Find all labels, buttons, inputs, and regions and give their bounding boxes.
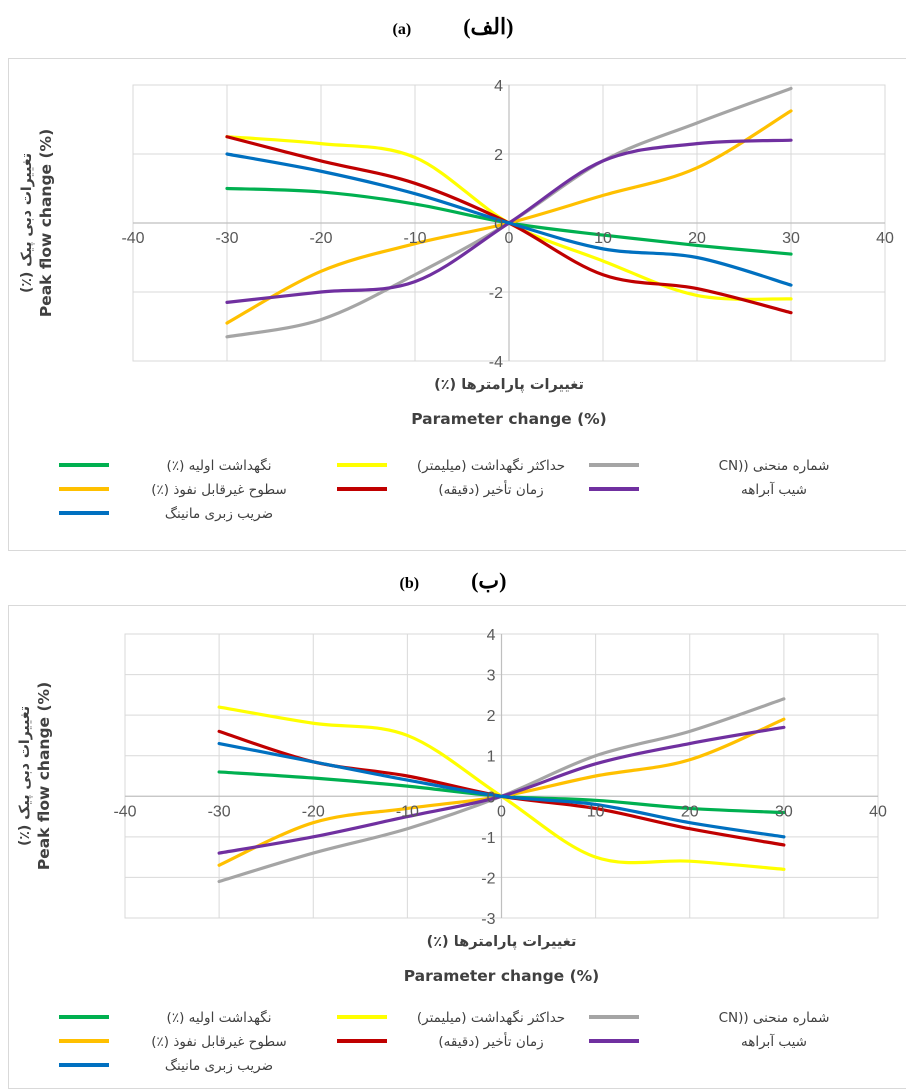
chart-b-x-tick-label: 30 [775,803,793,820]
chart-a-x-tick-label: 40 [876,230,894,247]
chart-b-series-line-6 [217,741,786,839]
panel-a-label-fa: (الف) [463,14,514,39]
chart-a-y-tick-label: 4 [494,78,503,95]
chart-a-x-tick-label: -40 [121,230,144,247]
chart-b-y-tick-label: -2 [481,870,495,887]
chart-b-legend-label-6: ضریب زبری مانینگ [165,1058,273,1074]
chart-b-x-tick-label: 10 [587,803,605,820]
chart-b-legend-label-1: حداکثر نگهداشت (میلیمتر) [417,1009,565,1026]
chart-b-x-tick-label: -40 [113,803,136,820]
chart-a-legend-label-3: سطوح غیرقابل نفوذ (٪) [151,482,286,498]
chart-b-x-tick-label: -30 [208,803,231,820]
chart-b-legend-label-2: شماره منحنی ((CN [719,1010,830,1026]
chart-a-series-line-6 [225,152,793,287]
chart-b-y-tick-label: 2 [487,708,496,725]
chart-a-y-tick-label: 0 [494,216,503,233]
chart-b-y-axis-title-en: Peak flow change (%) [35,682,53,870]
chart-a-legend-label-1: حداکثر نگهداشت (میلیمتر) [417,457,565,474]
chart-a-container: -40 -30 -20 -10 0 10 20 30 40 -4 -2 0 2 4 تغییرات پارا… [8,58,906,551]
chart-a-x-tick-label: 30 [782,230,800,247]
chart-b-y-tick-label: 0 [487,789,496,806]
chart-b-y-tick-label: -3 [481,911,495,928]
chart-b-y-axis-title-fa: تغییرات دبی پیک (٪) [17,706,33,846]
chart-a-x-tick-label: -10 [403,230,426,247]
chart-a-x-axis-title-en: Parameter change (%) [411,410,607,428]
chart-a-x-tick-label: 0 [505,230,514,247]
chart-b-legend-label-0: نگهداشت اولیه (٪) [167,1009,272,1026]
chart-a-y-axis-title-fa: تغییرات دبی پیک (٪) [19,153,35,293]
chart-a-x-tick-label: -20 [309,230,332,247]
panel-a-label-en: (a) [392,21,412,38]
chart-a-x-tick-label: -30 [215,230,238,247]
chart-a-y-axis-title-en: Peak flow change (%) [37,129,55,317]
chart-b-x-tick-label: -10 [396,803,419,820]
chart-b-legend-label-4: زمان تأخیر (دقیقه) [438,1032,543,1050]
chart-a-legend-label-6: ضریب زبری مانینگ [165,506,273,522]
panel-b-label-en: (b) [399,575,420,592]
chart-a-legend-label-5: شیب آبراهه [741,481,807,498]
chart-b-x-tick-label: 40 [869,803,887,820]
chart-a-legend-label-2: شماره منحنی ((CN [719,458,830,474]
chart-b-container: -40 -30 -20 -10 0 10 20 30 40 -3 -2 -1 0 1 2 3 4 تغییرات … [8,605,906,1089]
chart-a-y-tick-label: -4 [489,354,503,371]
chart-b-y-tick-label: -1 [481,830,495,847]
chart-b-y-tick-label: 4 [487,627,496,644]
chart-b-legend-label-5: شیب آبراهه [741,1033,807,1050]
chart-a-y-tick-label: -2 [489,285,503,302]
chart-a-x-tick-label: 20 [688,230,706,247]
chart-a-legend-label-4: زمان تأخیر (دقیقه) [438,480,543,498]
chart-b-y-tick-label: 1 [487,749,496,766]
chart-b: -40 -30 -20 -10 0 10 20 30 40-3-2-101234تغییرات … [17,627,887,1074]
chart-b-x-axis-title-fa: تغییرات پارامترها (٪) [427,934,577,950]
chart-a-y-tick-label: 2 [494,147,503,164]
chart-b-x-tick-label: 20 [681,803,699,820]
panel-a-title: (a) (الف) [0,14,906,40]
chart-b-y-tick-label: 3 [487,668,496,685]
chart-b-x-tick-label: 0 [497,803,506,820]
panel-b-label-fa: (ب) [471,568,507,593]
chart-b-x-tick-label: -20 [302,803,325,820]
chart-b-legend-label-3: سطوح غیرقابل نفوذ (٪) [151,1034,286,1050]
chart-a-x-axis-title-fa: تغییرات پارامترها (٪) [434,377,584,393]
chart-a-legend-label-0: نگهداشت اولیه (٪) [167,457,272,474]
panel-b-title: (b) (ب) [0,568,906,594]
chart-a-x-tick-label: 10 [594,230,612,247]
chart-b-x-axis-title-en: Parameter change (%) [404,967,600,985]
